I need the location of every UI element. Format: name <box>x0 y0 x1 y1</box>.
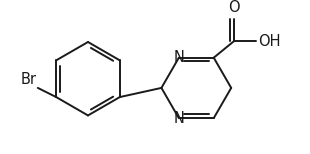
Text: Br: Br <box>21 72 37 87</box>
Text: OH: OH <box>258 34 280 49</box>
Text: N: N <box>173 111 184 126</box>
Text: N: N <box>173 50 184 65</box>
Text: O: O <box>228 0 240 15</box>
